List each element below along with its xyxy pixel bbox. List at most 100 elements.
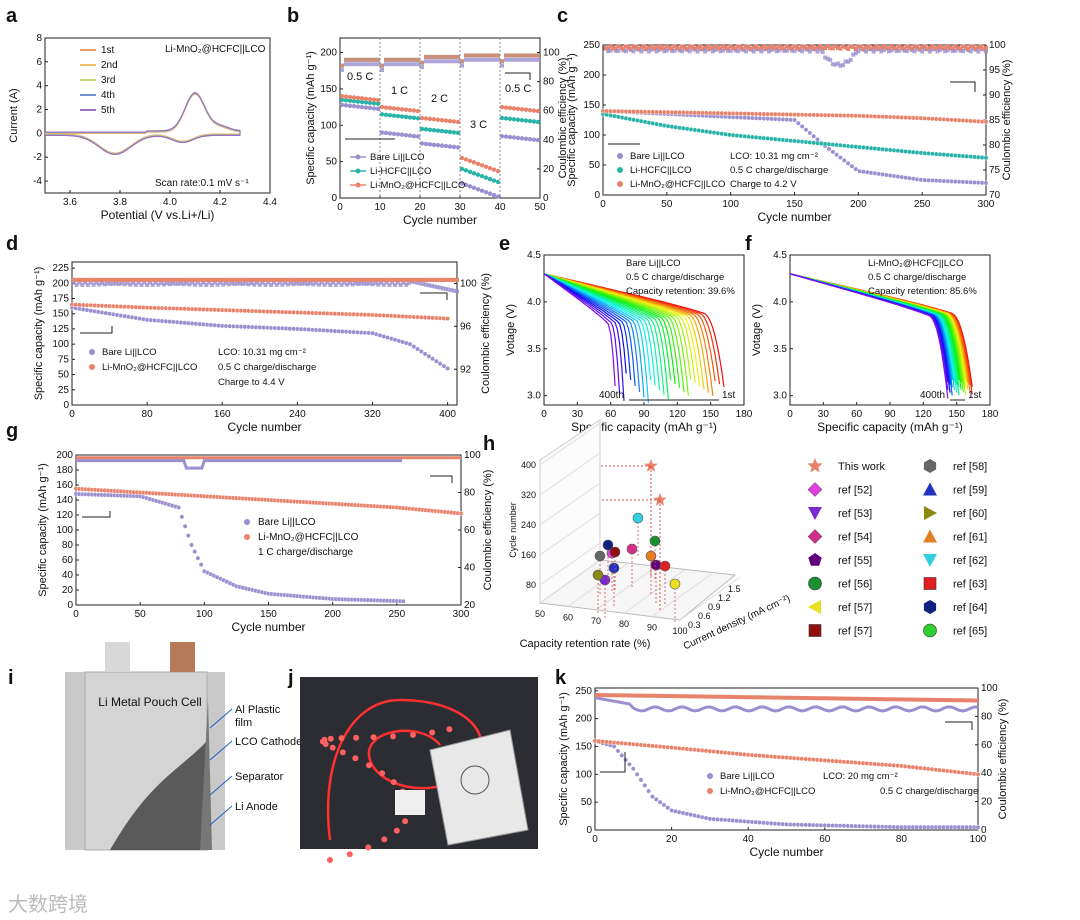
ce-point bbox=[963, 45, 968, 50]
ce-point bbox=[221, 282, 226, 287]
first-cycle-label: 1st bbox=[968, 390, 982, 401]
data-point bbox=[650, 794, 655, 799]
x-tick-label: 10 bbox=[374, 202, 386, 213]
ce-point bbox=[176, 277, 181, 282]
ce-point bbox=[164, 277, 169, 282]
y-tick-label: 150 bbox=[575, 741, 592, 752]
ce-point bbox=[524, 57, 528, 62]
y2-tick-label: 0 bbox=[543, 193, 549, 204]
y-tick-label: 25 bbox=[58, 385, 70, 396]
y-axis-label: Votage (V) bbox=[751, 304, 763, 356]
ce-point bbox=[654, 46, 659, 51]
ce-point bbox=[380, 63, 384, 68]
ce-point bbox=[345, 282, 350, 287]
ce-point bbox=[669, 48, 674, 53]
ce-point bbox=[802, 46, 807, 51]
ce-point bbox=[920, 45, 925, 50]
ce-point bbox=[464, 53, 468, 58]
data-point bbox=[799, 124, 805, 129]
capacity-point bbox=[379, 130, 385, 135]
capacity-point bbox=[435, 117, 441, 122]
ce-point bbox=[443, 277, 448, 282]
ce-point bbox=[353, 277, 358, 282]
legend-label: Li-MnO₂@HCFC||LCO bbox=[720, 786, 815, 797]
capacity-point bbox=[451, 144, 457, 150]
ce-point bbox=[429, 283, 434, 288]
ce-point bbox=[858, 44, 863, 49]
panel-label-e: e bbox=[499, 233, 510, 255]
ce-point bbox=[764, 46, 769, 51]
ce-point bbox=[360, 57, 364, 62]
ce-point bbox=[950, 46, 955, 51]
ce-point bbox=[384, 57, 388, 62]
ce-point bbox=[496, 53, 500, 58]
ce-point bbox=[672, 48, 677, 53]
legend-marker-square bbox=[923, 577, 937, 590]
x-tick-label: 250 bbox=[388, 609, 405, 620]
ce-point bbox=[777, 44, 782, 49]
ce-point bbox=[91, 277, 96, 282]
ce-point bbox=[440, 59, 444, 64]
ce-point bbox=[825, 56, 830, 61]
ce-point bbox=[853, 46, 858, 51]
capacity-point bbox=[403, 107, 409, 112]
data-point bbox=[192, 549, 198, 554]
data-point bbox=[623, 757, 629, 763]
y2-tick-label: 40 bbox=[543, 135, 555, 146]
ce-point bbox=[448, 54, 452, 59]
ce-point bbox=[807, 49, 812, 54]
ce-point bbox=[125, 280, 130, 285]
ce-point bbox=[892, 45, 897, 50]
panel-label-i: i bbox=[8, 667, 14, 689]
ce-point bbox=[496, 57, 500, 62]
x-tick-label: 160 bbox=[214, 409, 231, 420]
capacity-point bbox=[515, 106, 521, 112]
ce-point bbox=[412, 62, 416, 67]
ce-point bbox=[226, 277, 231, 282]
capacity-point bbox=[519, 136, 525, 141]
ce-point bbox=[930, 44, 935, 49]
y-tick-label: 40 bbox=[62, 570, 74, 581]
data-point bbox=[792, 117, 797, 123]
ce-point bbox=[825, 44, 830, 49]
ce-point bbox=[646, 49, 651, 54]
ce-point bbox=[863, 49, 868, 54]
ce-point bbox=[687, 44, 692, 49]
note-text: 0.5 C charge/discharge bbox=[868, 272, 966, 283]
ce-point bbox=[455, 289, 459, 294]
ce-point bbox=[820, 46, 825, 51]
discharge-curve bbox=[789, 273, 949, 399]
capacity-point bbox=[475, 172, 481, 177]
capacity-point bbox=[471, 171, 477, 176]
ce-point bbox=[207, 280, 212, 285]
ce-point bbox=[504, 57, 508, 62]
legend-label: This work bbox=[838, 461, 886, 473]
ref-point bbox=[669, 578, 681, 590]
ce-point bbox=[432, 54, 436, 59]
ce-point bbox=[629, 46, 634, 51]
capacity-point bbox=[535, 137, 541, 143]
note-text: LCO: 20 mg cm⁻² bbox=[823, 771, 898, 782]
capacity-point bbox=[359, 104, 365, 110]
y-tick-label: 50 bbox=[589, 160, 601, 171]
panel-f: 0 30 60 90 120 150 180 3.0 3.5 4.0 4.5 Specific cap… bbox=[751, 250, 999, 434]
ce-point bbox=[331, 277, 336, 282]
y-tick-label: 0 bbox=[36, 128, 42, 139]
data-point bbox=[634, 771, 640, 777]
y2-tick-label: 20 bbox=[464, 600, 476, 611]
y-tick-label: 3.0 bbox=[773, 391, 787, 402]
capacity-point bbox=[527, 118, 533, 124]
capacity-point bbox=[435, 128, 441, 133]
ce-point bbox=[728, 44, 733, 49]
legend-label: ref [57] bbox=[838, 626, 872, 638]
x-tick-label: 150 bbox=[948, 409, 965, 420]
ce-point bbox=[344, 62, 348, 67]
ce-point bbox=[869, 46, 874, 51]
capacity-point bbox=[367, 100, 373, 106]
ce-point bbox=[761, 44, 766, 49]
ce-point bbox=[297, 277, 302, 282]
ce-point bbox=[224, 277, 228, 282]
capacity-point bbox=[443, 129, 449, 134]
capacity-point bbox=[371, 106, 377, 111]
ce-point bbox=[616, 44, 621, 49]
